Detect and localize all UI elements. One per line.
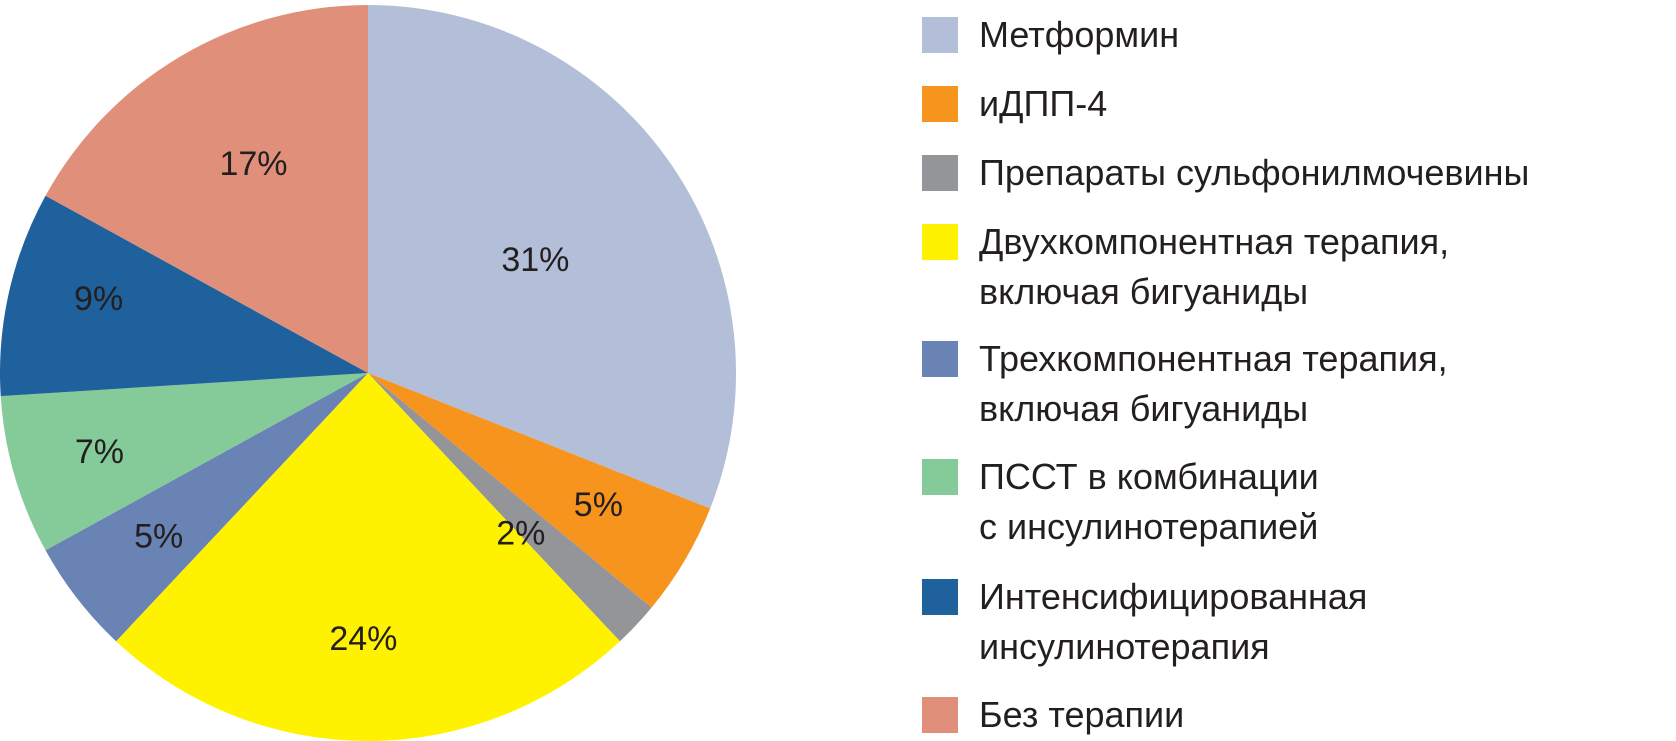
slice-data-label: 9% xyxy=(74,280,123,318)
legend-item: Интенсифицированная инсулинотерапия xyxy=(922,576,1367,672)
legend-label-line: Без терапии xyxy=(979,694,1185,735)
slice-data-label: 5% xyxy=(574,486,623,524)
legend-label: ПССТ в комбинации с инсулинотерапией xyxy=(979,452,1319,552)
legend-item: Метформин xyxy=(922,14,1179,60)
pie-slice xyxy=(368,373,652,642)
pie-slice xyxy=(45,5,369,373)
legend-label: Двухкомпонентная терапия, включая бигуани… xyxy=(979,217,1449,317)
legend-swatch xyxy=(922,459,958,495)
legend-label-line: ПССТ в комбинации xyxy=(979,456,1319,497)
legend-label-line: Препараты сульфонилмочевины xyxy=(979,152,1530,193)
slice-data-label: 7% xyxy=(75,433,124,471)
legend-label-line: инсулинотерапия xyxy=(979,626,1270,667)
legend-label-line: Интенсифицированная xyxy=(979,576,1368,617)
legend-swatch xyxy=(922,155,958,191)
legend-swatch xyxy=(922,579,958,615)
legend-label-line: Метформин xyxy=(979,14,1180,55)
legend-label-line: иДПП-4 xyxy=(979,83,1108,124)
legend-label: Трехкомпонентная терапия, включая бигуани… xyxy=(979,334,1448,434)
pie-slice xyxy=(45,373,369,642)
legend-label: Метформин xyxy=(979,10,1179,60)
chart-legend: Метформин иДПП-4 Препараты сульфонилмочеви… xyxy=(922,0,1662,741)
legend-swatch xyxy=(922,86,958,122)
legend-label: Без терапии xyxy=(979,690,1184,740)
legend-swatch xyxy=(922,17,958,53)
legend-item: Без терапии xyxy=(922,694,1184,740)
slice-data-label: 2% xyxy=(496,514,545,552)
pie-slice xyxy=(368,373,711,608)
pie-slice xyxy=(0,373,368,551)
pie-slice xyxy=(0,195,369,397)
slice-data-label: 31% xyxy=(501,241,569,279)
legend-swatch xyxy=(922,341,958,377)
legend-label-line: включая бигуаниды xyxy=(979,388,1309,429)
legend-label: иДПП-4 xyxy=(979,79,1107,129)
legend-label-line: с инсулинотерапией xyxy=(979,506,1319,547)
legend-item: иДПП-4 xyxy=(922,83,1107,129)
slice-data-label: 17% xyxy=(219,145,287,183)
legend-label: Интенсифицированная инсулинотерапия xyxy=(979,572,1367,672)
legend-label: Препараты сульфонилмочевины xyxy=(979,148,1529,198)
legend-label-line: Трехкомпонентная терапия, xyxy=(979,338,1448,379)
legend-label-line: включая бигуаниды xyxy=(979,271,1309,312)
legend-item: ПССТ в комбинации с инсулинотерапией xyxy=(922,456,1319,552)
legend-item: Препараты сульфонилмочевины xyxy=(922,152,1529,198)
legend-label-line: Двухкомпонентная терапия, xyxy=(979,221,1450,262)
legend-item: Трехкомпонентная терапия, включая бигуани… xyxy=(922,338,1448,434)
slice-data-label: 5% xyxy=(134,517,183,555)
legend-swatch xyxy=(922,224,958,260)
legend-item: Двухкомпонентная терапия, включая бигуани… xyxy=(922,221,1449,317)
slice-data-label: 24% xyxy=(329,620,397,658)
pie-slice xyxy=(368,5,737,509)
pie-slice xyxy=(116,373,620,741)
legend-swatch xyxy=(922,697,958,733)
